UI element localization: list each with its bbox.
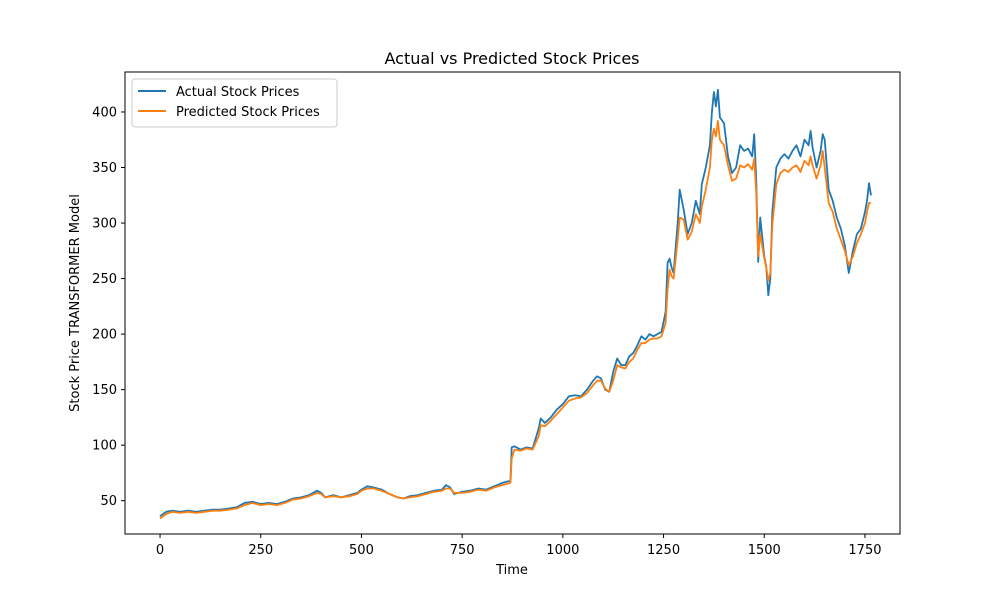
x-tick-label-4: 1000: [546, 543, 579, 558]
legend: Actual Stock Prices Predicted Stock Pric…: [131, 78, 338, 128]
y-tick-label-6: 350: [92, 161, 117, 176]
x-tick-label-7: 1750: [848, 543, 881, 558]
x-tick-label-3: 750: [450, 543, 475, 558]
x-tick-label-0: 0: [156, 543, 164, 558]
plot-area: 0 250 500 750 1000 1250 1500 1750 50 100 150 200 25…: [92, 71, 901, 558]
series-layer: [159, 88, 872, 520]
legend-label-actual: Actual Stock Prices: [176, 85, 300, 100]
x-tick-label-2: 500: [349, 543, 374, 558]
y-axis: 50 100 150 200 250 300 350 400: [92, 105, 125, 509]
x-tick-label-1: 250: [248, 543, 273, 558]
x-tick-label-5: 1250: [647, 543, 680, 558]
y-tick-label-2: 150: [92, 383, 117, 398]
legend-box: [131, 78, 338, 128]
legend-label-predicted: Predicted Stock Prices: [176, 105, 320, 120]
y-tick-label-1: 100: [92, 439, 117, 454]
x-axis: 0 250 500 750 1000 1250 1500 1750: [156, 534, 882, 558]
y-tick-label-5: 300: [92, 217, 117, 232]
x-axis-label: Time: [495, 563, 528, 578]
y-tick-label-7: 400: [92, 105, 117, 120]
x-tick-label-6: 1500: [748, 543, 781, 558]
plot-frame: [124, 71, 901, 535]
series-line-predicted: [159, 120, 871, 520]
chart-title: Actual vs Predicted Stock Prices: [384, 49, 639, 68]
y-axis-label: Stock Price TRANSFORMER Model: [68, 194, 83, 412]
y-tick-label-4: 250: [92, 272, 117, 287]
y-tick-label-3: 200: [92, 328, 117, 343]
y-tick-label-0: 50: [100, 494, 117, 509]
